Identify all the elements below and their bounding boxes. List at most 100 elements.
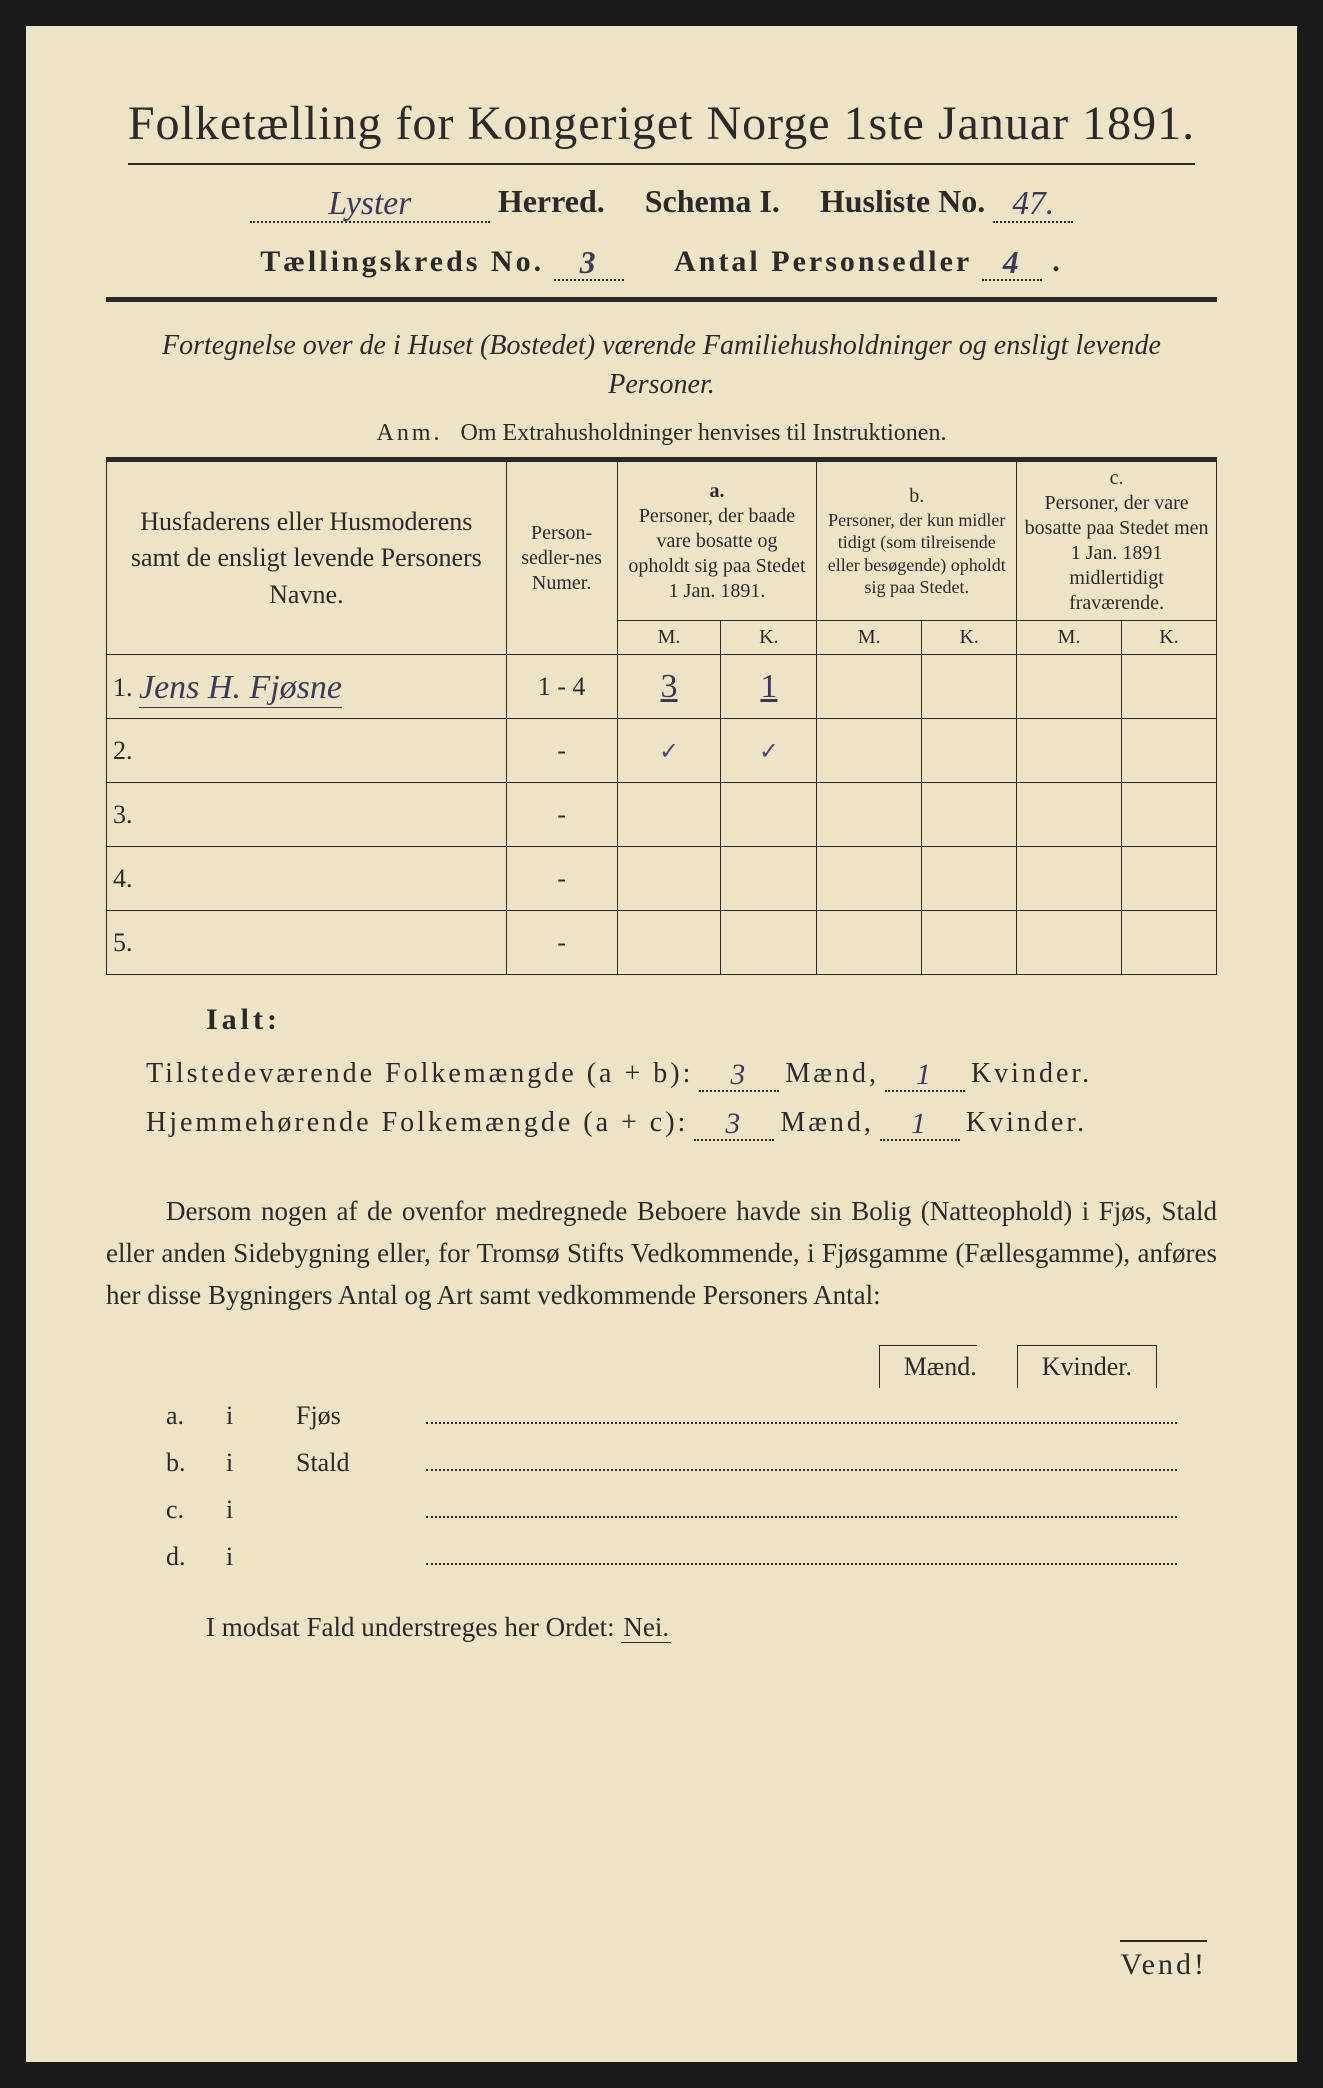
antal-field: 4 xyxy=(982,243,1042,281)
a-k-cell xyxy=(721,783,817,847)
table-row: 3. - xyxy=(107,783,1217,847)
a-m-cell xyxy=(617,911,721,975)
tilstede-m-field: 3 xyxy=(699,1057,779,1092)
a-m-label: M. xyxy=(617,621,721,655)
heavy-rule-1 xyxy=(106,297,1217,302)
kreds-label: Tællingskreds No. xyxy=(260,245,544,279)
table-row: 4. - xyxy=(107,847,1217,911)
main-title: Folketælling for Kongeriget Norge 1ste J… xyxy=(106,96,1217,151)
table-row: 1. Jens H. Fjøsne 1 - 4 3 1 xyxy=(107,655,1217,719)
kreds-field: 3 xyxy=(554,243,624,281)
header-line-3: Tællingskreds No. 3 Antal Personsedler 4… xyxy=(106,243,1217,281)
c-k-cell xyxy=(1121,655,1216,719)
tilstede-k-field: 1 xyxy=(885,1057,965,1092)
c-k-cell xyxy=(1121,911,1216,975)
hjemme-label: Hjemmehørende Folkemængde (a + c): xyxy=(146,1107,688,1139)
name-cell: 2. xyxy=(107,719,507,783)
census-form-page: Folketælling for Kongeriget Norge 1ste J… xyxy=(20,20,1303,2068)
subtitle: Fortegnelse over de i Huset (Bostedet) v… xyxy=(106,326,1217,404)
c-m-cell xyxy=(1017,847,1122,911)
nei-line: I modsat Fald understreges her Ordet: Ne… xyxy=(206,1612,1217,1643)
name-cell: 1. Jens H. Fjøsne xyxy=(107,655,507,719)
kreds-value: 3 xyxy=(580,245,599,280)
husliste-label: Husliste No. xyxy=(820,183,985,220)
anm-text: Om Extrahusholdninger henvises til Instr… xyxy=(461,420,947,446)
hjemme-m-field: 3 xyxy=(694,1106,774,1141)
b-m-cell xyxy=(817,911,922,975)
b-m-cell xyxy=(817,783,922,847)
b-m-label: M. xyxy=(817,621,922,655)
col-b-header: b. Personer, der kun midler tidigt (som … xyxy=(817,462,1017,621)
b-k-cell xyxy=(922,655,1017,719)
a-k-cell xyxy=(721,847,817,911)
table-row: 5. - xyxy=(107,911,1217,975)
kvinder-col: Kvinder. xyxy=(1017,1345,1157,1388)
hjemme-k-field: 1 xyxy=(880,1106,960,1141)
col-a-header: a. Personer, der baade vare bosatte og o… xyxy=(617,462,817,621)
a-m-cell: ✓ xyxy=(617,719,721,783)
maend-label-2: Mænd, xyxy=(780,1107,874,1139)
tilstede-row: Tilstedeværende Folkemængde (a + b): 3 M… xyxy=(146,1057,1217,1092)
a-k-label: K. xyxy=(721,621,817,655)
b-k-cell xyxy=(922,783,1017,847)
antal-label: Antal Personsedler xyxy=(674,245,972,279)
sedler-cell: - xyxy=(506,911,617,975)
main-table: Husfaderens eller Husmoderens samt de en… xyxy=(106,461,1217,975)
schema-label: Schema I. xyxy=(645,183,780,220)
name-cell: 3. xyxy=(107,783,507,847)
maend-col: Mænd. xyxy=(879,1345,977,1388)
herred-label: Herred. xyxy=(498,183,605,220)
hjemme-row: Hjemmehørende Folkemængde (a + c): 3 Mæn… xyxy=(146,1106,1217,1141)
maend-label: Mænd, xyxy=(785,1058,879,1090)
b-k-label: K. xyxy=(922,621,1017,655)
table-body: 1. Jens H. Fjøsne 1 - 4 3 1 2. - ✓ ✓ 3. … xyxy=(107,655,1217,975)
b-m-cell xyxy=(817,847,922,911)
sedler-cell: - xyxy=(506,719,617,783)
b-k-cell xyxy=(922,911,1017,975)
sedler-cell: - xyxy=(506,783,617,847)
c-k-cell xyxy=(1121,719,1216,783)
kvinder-label-2: Kvinder. xyxy=(966,1107,1087,1139)
husliste-field: 47. xyxy=(993,183,1073,223)
b-m-cell xyxy=(817,719,922,783)
a-k-cell: ✓ xyxy=(721,719,817,783)
nei-word: Nei. xyxy=(621,1612,671,1643)
c-k-label: K. xyxy=(1121,621,1216,655)
building-row: c. i xyxy=(166,1492,1217,1525)
a-m-cell: 3 xyxy=(617,655,721,719)
building-row: d. i xyxy=(166,1539,1217,1572)
anm-label: Anm. xyxy=(377,420,443,446)
col-num-header: Person-sedler-nes Numer. xyxy=(506,462,617,655)
col-c-header: c. Personer, der vare bosatte paa Stedet… xyxy=(1017,462,1217,621)
building-row: b. i Stald xyxy=(166,1445,1217,1478)
c-m-cell xyxy=(1017,783,1122,847)
c-m-label: M. xyxy=(1017,621,1122,655)
building-paragraph: Dersom nogen af de ovenfor medregnede Be… xyxy=(106,1191,1217,1317)
anm-line: Anm. Om Extrahusholdninger henvises til … xyxy=(106,420,1217,447)
tilstede-label: Tilstedeværende Folkemængde (a + b): xyxy=(146,1058,693,1090)
header-line-2: Lyster Herred. Schema I. Husliste No. 47… xyxy=(106,183,1217,223)
c-m-cell xyxy=(1017,719,1122,783)
a-m-cell xyxy=(617,783,721,847)
table-row: 2. - ✓ ✓ xyxy=(107,719,1217,783)
building-row: a. i Fjøs xyxy=(166,1398,1217,1431)
a-k-cell xyxy=(721,911,817,975)
sedler-cell: - xyxy=(506,847,617,911)
b-k-cell xyxy=(922,719,1017,783)
herred-value: Lyster xyxy=(328,185,411,222)
a-k-cell: 1 xyxy=(721,655,817,719)
ialt-label: Ialt: xyxy=(206,1003,1217,1037)
c-k-cell xyxy=(1121,783,1216,847)
table-head: Husfaderens eller Husmoderens samt de en… xyxy=(107,462,1217,655)
husliste-value: 47. xyxy=(1012,185,1054,222)
kvinder-label: Kvinder. xyxy=(971,1058,1092,1090)
mk-column-header: Mænd. Kvinder. xyxy=(106,1345,1157,1388)
sedler-cell: 1 - 4 xyxy=(506,655,617,719)
a-m-cell xyxy=(617,847,721,911)
b-m-cell xyxy=(817,655,922,719)
c-m-cell xyxy=(1017,911,1122,975)
b-k-cell xyxy=(922,847,1017,911)
name-cell: 5. xyxy=(107,911,507,975)
name-cell: 4. xyxy=(107,847,507,911)
col-name-header: Husfaderens eller Husmoderens samt de en… xyxy=(107,462,507,655)
